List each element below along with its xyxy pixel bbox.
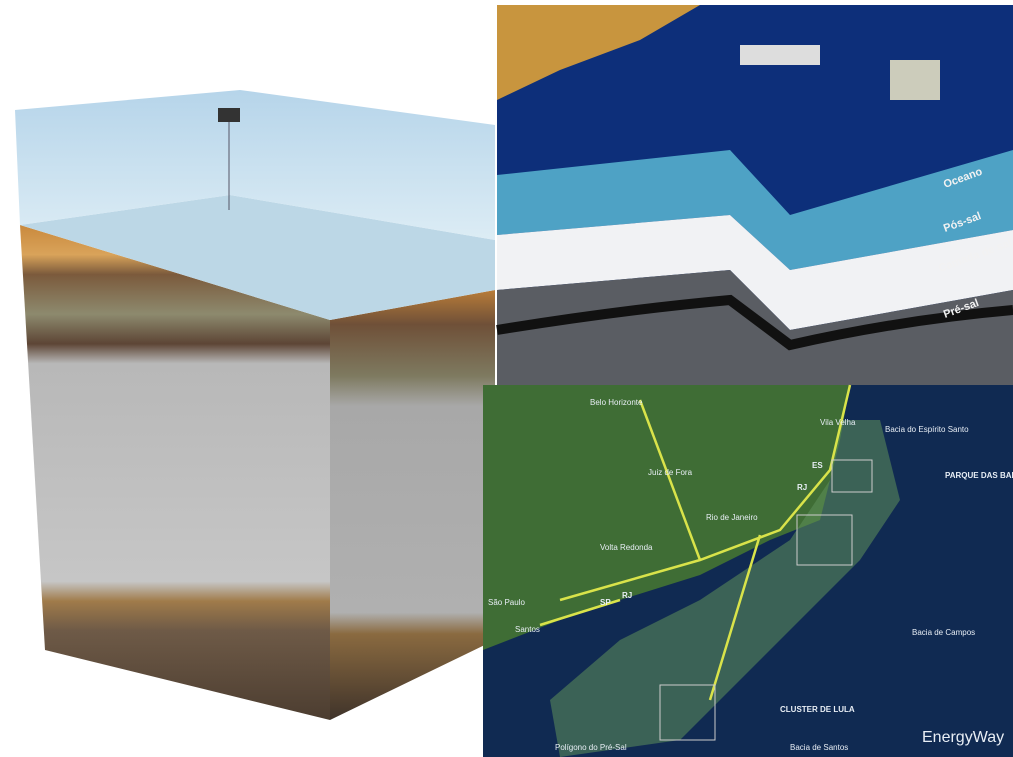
presalt-diagram: Oceano Pós-sal Camada de sal Pré-sal [496,5,1013,385]
label: RJ [797,483,807,492]
front-face [20,225,330,720]
land [483,385,850,650]
label: Volta Redonda [600,543,653,552]
label: Vila Velha [820,418,856,427]
label: Bacia de Campos [912,628,975,637]
label: Juiz de Fora [648,468,693,477]
label: ES [812,461,823,470]
side-face [330,290,495,720]
box [659,684,716,741]
presal-polygon [550,420,900,757]
ocean [15,90,495,240]
label: RJ [622,591,632,600]
rig [890,60,940,100]
post-salt [497,150,1013,270]
label: Bacia do Espírito Santo [885,425,969,434]
logo: EnergyWay [922,729,1004,746]
label: São Paulo [488,598,525,607]
label: CLUSTER DE LULA [780,705,855,714]
salt-layer [497,215,1013,330]
platform [218,108,240,122]
label: Belo Horizonte [590,398,643,407]
label: SP [600,598,611,607]
label: Polígono do Pré-Sal [555,743,627,752]
map: Belo Horizonte Vila Velha Bacia do Espír… [483,384,1013,757]
coast [497,5,700,100]
ship [740,45,820,65]
pre-salt [497,270,1013,385]
label: PARQUE DAS BALEIAS [945,471,1013,480]
seafloor [20,195,495,320]
label: Rio de Janeiro [706,513,758,522]
reservoir-block [15,90,495,720]
label: Santos [515,625,540,634]
oil-layer [496,294,1013,351]
label: Bacia de Santos [790,743,848,752]
pipelines [539,384,852,701]
box [831,459,873,493]
box [796,514,853,566]
